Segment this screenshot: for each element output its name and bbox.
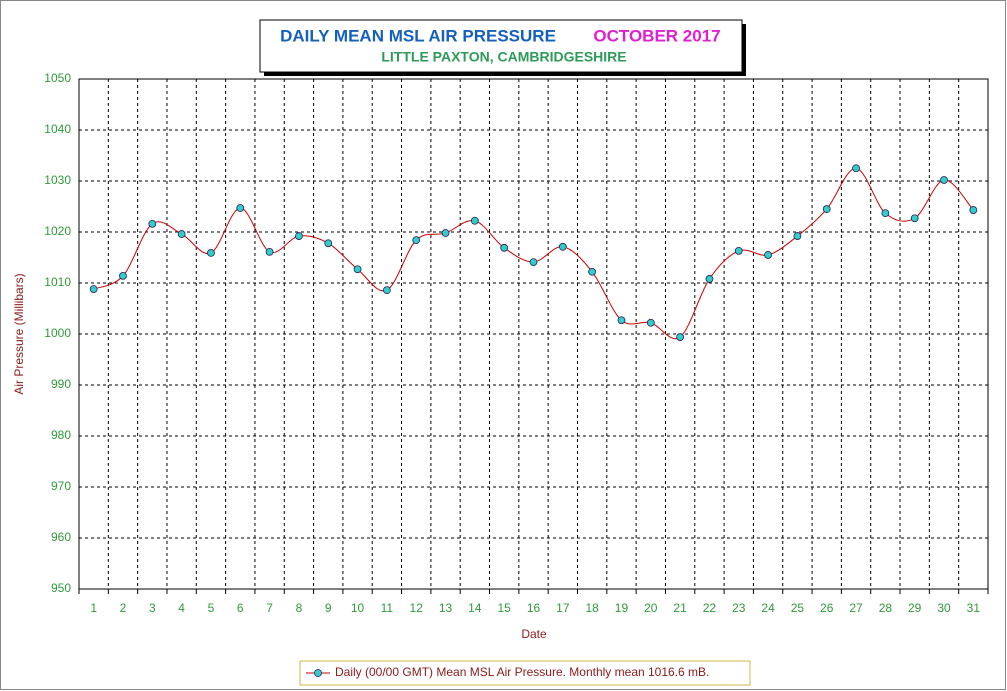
marker (881, 209, 890, 218)
x-tick-label: 25 (791, 601, 805, 615)
x-tick-label: 6 (237, 601, 244, 615)
marker (119, 271, 127, 280)
y-axis-label: Air Pressure (Millibars) (12, 273, 26, 394)
x-tick-label: 30 (937, 601, 951, 615)
y-tick-label: 960 (51, 530, 71, 544)
x-tick-label: 22 (703, 601, 717, 615)
legend-marker (314, 669, 322, 677)
x-tick-label: 1 (90, 601, 97, 615)
y-tick-label: 990 (51, 377, 71, 391)
x-tick-label: 21 (673, 601, 687, 615)
marker (588, 267, 597, 276)
chart-subtitle: LITTLE PAXTON, CAMBRIDGESHIRE (381, 49, 626, 65)
x-tick-label: 9 (325, 601, 332, 615)
marker (177, 230, 186, 238)
marker (558, 242, 567, 251)
marker (89, 285, 98, 294)
marker (207, 249, 215, 257)
y-tick-label: 950 (51, 581, 71, 595)
x-tick-label: 16 (527, 601, 541, 615)
x-tick-label: 26 (820, 601, 834, 615)
marker (617, 316, 626, 325)
x-tick-label: 12 (410, 601, 424, 615)
marker (940, 176, 948, 184)
x-tick-label: 4 (178, 601, 185, 615)
marker (910, 214, 919, 223)
marker (236, 204, 245, 212)
y-tick-label: 1040 (44, 122, 71, 136)
marker (705, 275, 714, 283)
x-tick-label: 28 (879, 601, 893, 615)
marker (676, 333, 685, 341)
marker (265, 247, 274, 256)
x-tick-label: 20 (644, 601, 658, 615)
x-tick-label: 19 (615, 601, 629, 615)
y-tick-label: 1010 (44, 275, 71, 289)
x-tick-label: 14 (468, 601, 482, 615)
chart-title: DAILY MEAN MSL AIR PRESSURE (280, 26, 556, 45)
marker (295, 232, 303, 240)
y-tick-label: 1000 (44, 326, 71, 340)
marker (764, 251, 772, 259)
x-tick-label: 18 (585, 601, 599, 615)
marker (382, 286, 391, 295)
marker (353, 265, 362, 274)
x-tick-label: 13 (439, 601, 453, 615)
x-tick-label: 24 (761, 601, 775, 615)
marker (470, 216, 479, 225)
marker (822, 205, 831, 213)
x-axis-label: Date (521, 627, 547, 641)
x-tick-label: 11 (381, 601, 394, 615)
x-tick-label: 7 (266, 601, 273, 615)
chart-title-month: OCTOBER 2017 (593, 26, 720, 45)
x-tick-label: 29 (908, 601, 922, 615)
x-tick-label: 3 (149, 601, 156, 615)
y-tick-label: 1020 (44, 224, 71, 238)
marker (969, 206, 978, 214)
x-tick-label: 5 (208, 601, 215, 615)
marker (646, 318, 655, 327)
x-tick-label: 17 (556, 601, 570, 615)
x-tick-label: 23 (732, 601, 746, 615)
legend-box (299, 660, 751, 686)
marker (441, 229, 450, 237)
x-tick-label: 15 (497, 601, 511, 615)
marker (793, 232, 802, 240)
marker (852, 164, 860, 173)
x-tick-label: 2 (120, 601, 127, 615)
marker (324, 239, 333, 248)
y-tick-label: 1030 (44, 173, 71, 187)
x-tick-label: 27 (849, 601, 863, 615)
x-tick-label: 8 (296, 601, 303, 615)
y-tick-label: 1050 (44, 71, 71, 85)
marker (412, 236, 421, 245)
x-tick-label: 10 (351, 601, 365, 615)
marker (148, 219, 157, 228)
marker (500, 243, 509, 252)
y-tick-label: 980 (51, 428, 71, 442)
marker (734, 246, 743, 255)
marker (529, 258, 538, 266)
plot-area (78, 78, 989, 590)
y-tick-label: 970 (51, 479, 71, 493)
x-tick-label: 31 (967, 601, 981, 615)
title-box (259, 19, 743, 73)
legend-label: Daily (00/00 GMT) Mean MSL Air Pressure.… (335, 665, 709, 679)
